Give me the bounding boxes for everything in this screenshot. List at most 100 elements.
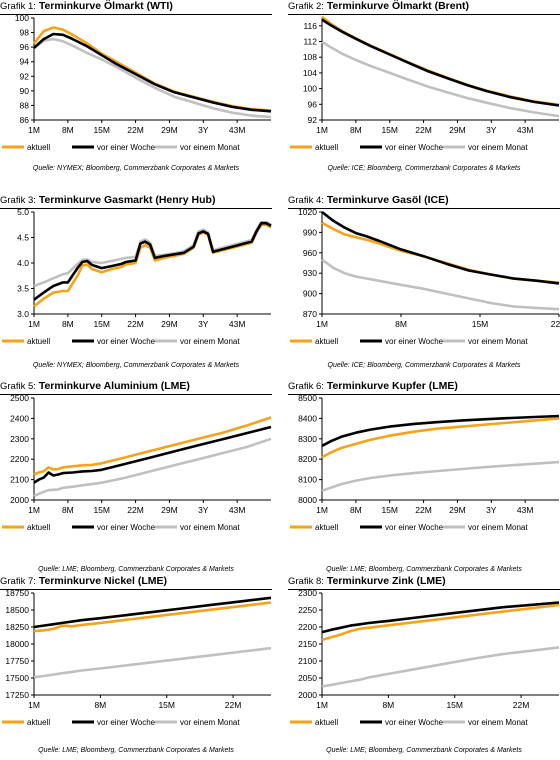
title-rule [288,14,560,15]
y-tick-label: 17500 [5,673,29,683]
y-tick-label: 18000 [5,639,29,649]
series-line-monat [321,258,560,311]
chart-prefix: Grafik 2: [288,1,324,12]
y-tick-label: 2200 [298,622,317,632]
chart-svg: 17250 17500 17750 18000 18250 18500 18750 1M 8M 1… [2,588,272,727]
y-tick-label: 3.0 [17,309,29,319]
x-tick-label: 1M [316,125,328,135]
x-tick-label: 1M [28,319,40,329]
series-line-woche [321,18,560,107]
x-tick-label: 15M [158,700,175,710]
series-line-woche [33,425,272,484]
legend-label-aktuell: aktuell [27,143,50,152]
chart-prefix: Grafik 4: [288,195,324,206]
x-tick-label: 8M [350,125,362,135]
y-tick-label: 5.0 [17,207,29,217]
chart-title: Grafik 2: Terminkurve Ölmarkt (Brent) [288,0,560,14]
chart-svg: 86 88 90 92 94 96 98 100 1M 8M 15M 22M 29M 3Y 43M aktue… [2,13,272,152]
x-tick-label: 8M [62,125,74,135]
legend-label-monat: vor einem Monat [468,143,528,152]
x-tick-label: 15M [93,319,110,329]
y-tick-label: 2250 [298,605,317,615]
chart-source: Quelle: NYMEX; Bloomberg, Commerzbank Co… [32,362,240,369]
y-tick-label: 990 [303,227,317,237]
legend-label-woche: vor einer Woche [97,143,156,152]
series-line-woche [33,221,272,301]
y-tick-label: 2100 [10,475,29,485]
chart-panel-kupfer: Grafik 6: Terminkurve Kupfer (LME) 8000 8… [288,380,560,573]
y-tick-label: 18250 [5,622,29,632]
y-tick-label: 2400 [10,413,29,423]
chart-panel-zink: Grafik 8: Terminkurve Zink (LME) 2000 205… [288,575,560,760]
legend-label-monat: vor einem Monat [180,523,240,532]
chart-panel-henry-hub: Grafik 3: Terminkurve Gasmarkt (Henry Hu… [0,194,272,379]
legend-label-aktuell: aktuell [315,718,338,727]
x-tick-label: 3Y [486,505,497,515]
y-tick-label: 17250 [5,690,29,700]
x-tick-label: 8M [382,700,394,710]
chart-title-text: Terminkurve Kupfer (LME) [326,380,458,392]
legend-label-aktuell: aktuell [315,143,338,152]
y-tick-label: 900 [303,289,317,299]
legend-label-monat: vor einem Monat [180,718,240,727]
legend-label-woche: vor einer Woche [97,718,156,727]
legend-label-monat: vor einem Monat [468,718,528,727]
x-tick-label: 22M [415,125,432,135]
y-tick-label: 8100 [298,475,317,485]
x-tick-label: 43M [229,125,246,135]
legend-label-aktuell: aktuell [27,718,50,727]
chart-svg: 870 900 930 960 990 1020 1M 8M 15M 22M aktuell vor … [290,207,560,346]
legend-label-aktuell: aktuell [27,523,50,532]
series-line-aktuell [33,223,272,308]
y-tick-label: 4.0 [17,258,29,268]
x-tick-label: 29M [161,319,178,329]
series-line-aktuell [321,603,560,642]
y-tick-label: 2500 [10,393,29,403]
y-tick-label: 8200 [298,454,317,464]
y-tick-label: 100 [15,13,29,23]
series-line-monat [33,437,272,498]
x-tick-label: 1M [28,700,40,710]
y-tick-label: 18500 [5,605,29,615]
y-tick-label: 96 [308,99,318,109]
legend-label-aktuell: aktuell [27,337,50,346]
x-tick-label: 43M [229,505,246,515]
y-tick-label: 8300 [298,434,317,444]
x-tick-label: 22M [225,700,242,710]
y-tick-label: 8400 [298,413,317,423]
chart-source: Quelle: ICE; Bloomberg, Commerzbank Corp… [327,165,521,172]
title-rule [0,14,272,15]
x-tick-label: 29M [449,505,466,515]
y-tick-label: 2200 [10,454,29,464]
x-tick-label: 29M [161,505,178,515]
x-tick-label: 3Y [198,505,209,515]
chart-title: Grafik 4: Terminkurve Gasöl (ICE) [288,194,560,208]
y-tick-label: 2300 [298,588,317,598]
series-line-monat [33,646,272,679]
series-line-aktuell [321,221,560,284]
y-tick-label: 86 [20,115,30,125]
y-tick-label: 960 [303,248,317,258]
y-tick-label: 100 [303,84,317,94]
x-tick-label: 1M [316,319,328,329]
x-tick-label: 15M [446,700,463,710]
x-tick-label: 8M [395,319,407,329]
chart-svg: 92 96 100 104 108 112 116 1M 8M 15M 22M 29M 3Y 43M akt… [290,15,560,152]
y-tick-label: 2000 [298,690,317,700]
x-tick-label: 8M [62,319,74,329]
y-tick-label: 2100 [298,656,317,666]
y-tick-label: 92 [20,71,30,81]
series-line-monat [33,37,272,119]
x-tick-label: 22M [415,505,432,515]
chart-prefix: Grafik 3: [0,195,36,206]
y-tick-label: 98 [20,28,30,38]
y-tick-label: 8500 [298,393,317,403]
x-tick-label: 29M [161,125,178,135]
x-tick-label: 29M [449,125,466,135]
y-tick-label: 94 [20,57,30,67]
x-tick-label: 1M [28,125,40,135]
y-tick-label: 1020 [298,207,317,217]
chart-prefix: Grafik 6: [288,381,324,392]
chart-source: Quelle: LME; Bloomberg, Commerzbank Corp… [38,747,234,754]
chart-prefix: Grafik 1: [0,1,36,12]
